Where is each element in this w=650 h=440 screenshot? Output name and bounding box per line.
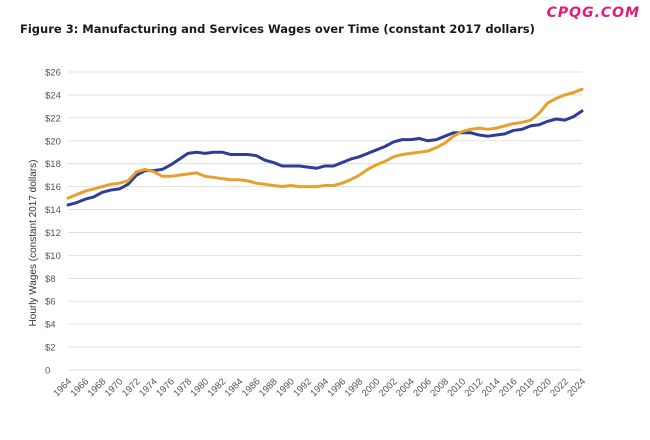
x-tick-label: 2020 [531, 376, 554, 399]
x-tick-label: 1990 [274, 376, 297, 399]
y-tick-label: $8 [45, 274, 56, 285]
y-axis-ticks: 0 $2 $4 $6 $8 $10 $12 $14 $16 $18 $20 $22 $24 $26 [45, 68, 61, 377]
x-tick-label: 1996 [326, 376, 349, 399]
x-tick-label: 1978 [171, 376, 194, 399]
x-tick-label: 2016 [497, 376, 520, 399]
gridlines [68, 71, 582, 371]
x-tick-label: 2014 [480, 376, 503, 399]
y-tick-label: $12 [45, 228, 61, 239]
y-tick-label: $16 [45, 182, 61, 193]
y-tick-label: $2 [45, 343, 56, 354]
x-tick-label: 2006 [411, 376, 434, 399]
y-tick-label: $26 [45, 68, 61, 79]
x-tick-label: 1976 [154, 376, 177, 399]
x-tick-label: 2022 [548, 376, 571, 399]
x-tick-label: 1964 [51, 376, 74, 399]
chart-title: Figure 3: Manufacturing and Services Wag… [20, 22, 535, 36]
x-tick-label: 2002 [377, 376, 400, 399]
x-tick-label: 2018 [514, 376, 537, 399]
x-tick-label: 1984 [223, 376, 246, 399]
y-tick-label: $6 [45, 297, 56, 308]
x-tick-label: 1972 [120, 376, 143, 399]
y-tick-label: $4 [45, 320, 56, 331]
y-tick-label: $24 [45, 90, 61, 101]
y-tick-label: 0 [45, 366, 50, 377]
x-tick-label: 1988 [257, 376, 280, 399]
x-tick-label: 1968 [86, 376, 109, 399]
x-tick-label: 1970 [103, 376, 126, 399]
x-tick-label: 1986 [240, 376, 263, 399]
x-tick-label: 1994 [308, 376, 331, 399]
y-tick-label: $14 [45, 205, 61, 216]
y-tick-label: $22 [45, 113, 61, 124]
y-tick-label: $20 [45, 136, 61, 147]
x-tick-label: 1982 [206, 376, 229, 399]
x-tick-label: 1974 [137, 376, 160, 399]
y-tick-label: $18 [45, 159, 61, 170]
x-tick-label: 2024 [565, 376, 588, 399]
watermark-logo: CPQG.COM [546, 5, 640, 21]
x-tick-label: 2010 [445, 376, 468, 399]
y-tick-label: $10 [45, 251, 61, 262]
series-lines [66, 87, 584, 207]
x-tick-label: 1966 [69, 376, 92, 399]
x-tick-label: 1992 [291, 376, 314, 399]
y-axis-label: Hourly Wages (constant 2017 dollars) [28, 160, 39, 327]
x-axis-ticks: 1964196619681970197219741976197819801982… [51, 376, 588, 399]
x-tick-label: 2012 [463, 376, 486, 399]
x-tick-label: 1998 [343, 376, 366, 399]
x-tick-label: 2000 [360, 376, 383, 399]
x-tick-label: 2008 [428, 376, 451, 399]
x-tick-label: 2004 [394, 376, 417, 399]
x-tick-label: 1980 [188, 376, 211, 399]
series-line-2 [66, 87, 584, 200]
